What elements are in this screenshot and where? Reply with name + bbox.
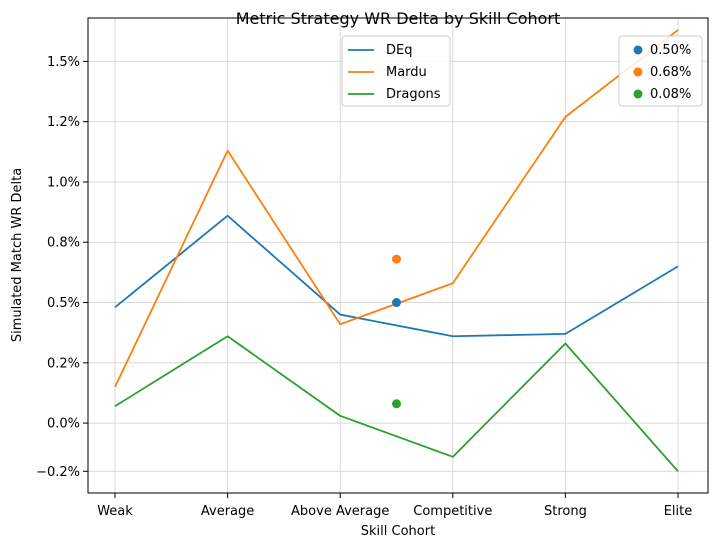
x-axis-label: Skill Cohort — [361, 524, 435, 539]
x-ticks: Weak Average Above Average Competitive Stron… — [97, 493, 692, 519]
scatter-point-2 — [392, 254, 401, 264]
x-tick-label: Competitive — [413, 504, 492, 519]
legend-marker-3 — [633, 89, 643, 99]
legend-label-point-1: 0.50% — [650, 43, 691, 58]
y-tick-label: 0.5% — [47, 296, 80, 311]
series-line-deq — [114, 214, 679, 338]
y-tick-label: 0.2% — [47, 356, 80, 371]
y-axis-label: Simulated Match WR Delta — [10, 168, 25, 342]
legend-label-mardu: Mardu — [386, 65, 427, 80]
x-tick-label: Average — [201, 504, 254, 519]
legend-label-point-2: 0.68% — [650, 65, 691, 80]
y-tick-label: 0.0% — [47, 417, 80, 432]
scatter-point-1 — [392, 298, 401, 308]
y-tick-label: 1.0% — [47, 175, 80, 190]
scatter-point-3 — [392, 399, 401, 409]
legend-marker-2 — [633, 67, 643, 77]
x-tick-label: Weak — [97, 504, 133, 519]
y-tick-label: 1.2% — [47, 115, 80, 130]
x-tick-label: Elite — [664, 504, 693, 519]
legend-label-dragons: Dragons — [386, 87, 441, 102]
legend-points: 0.50% 0.68% 0.08% — [618, 35, 703, 107]
legend-label-point-3: 0.08% — [650, 87, 691, 102]
series-line-dragons — [114, 335, 679, 472]
x-tick-label: Above Average — [291, 504, 389, 519]
legend-marker-1 — [633, 45, 643, 55]
plot-frame — [87, 17, 709, 494]
y-tick-label: 1.5% — [47, 55, 80, 70]
scatter-points — [392, 254, 401, 409]
legend-lines: DEq Mardu Dragons — [341, 35, 451, 107]
chart-title: Metric Strategy WR Delta by Skill Cohort — [236, 9, 561, 28]
y-ticks: −0.2% 0.0% 0.2% 0.5% 0.8% 1.0% 1.2% 1.5% — [36, 55, 88, 480]
legend-label-deq: DEq — [386, 43, 412, 58]
x-tick-label: Strong — [544, 504, 587, 519]
y-tick-label: −0.2% — [36, 465, 80, 480]
y-tick-label: 0.8% — [47, 236, 80, 251]
legend-lines-box — [341, 35, 451, 107]
